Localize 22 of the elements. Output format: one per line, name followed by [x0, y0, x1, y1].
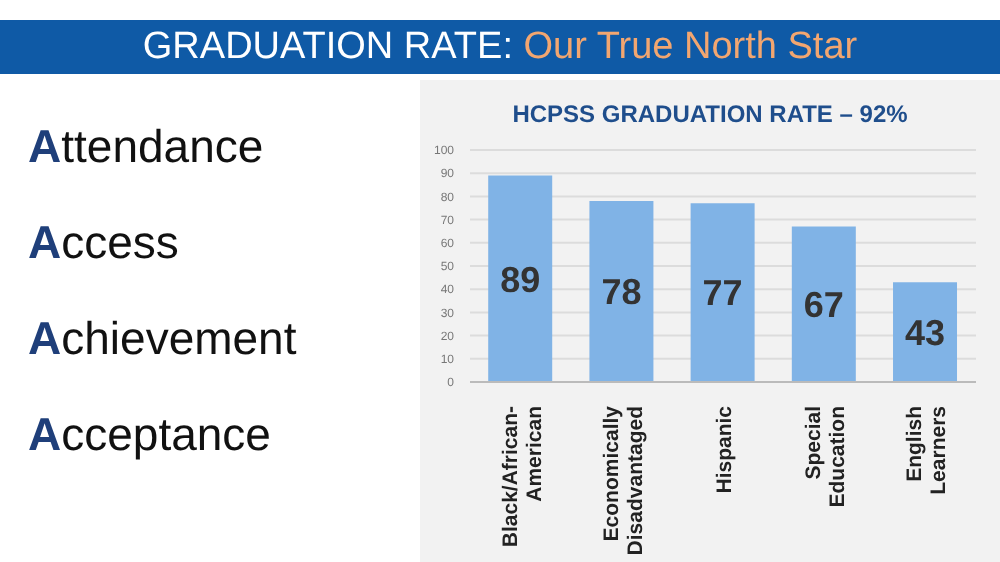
- bar: [589, 201, 654, 382]
- data-label: 89: [500, 259, 541, 300]
- bar: [690, 203, 755, 382]
- x-tick-label: Hispanic: [713, 405, 737, 494]
- x-tick-label: Economically Disadvantaged: [599, 405, 648, 556]
- text: Attendance: [28, 120, 264, 174]
- x-tick-label: English Learners: [903, 405, 952, 495]
- text: Access: [28, 216, 179, 270]
- chart-title: HCPSS GRADUATION RATE – 92%: [510, 100, 910, 128]
- bar: [791, 226, 856, 382]
- x-tick-label: Black/African-American: [498, 405, 547, 548]
- data-label: 77: [702, 273, 743, 314]
- bar: [488, 175, 553, 382]
- bar: [893, 282, 958, 382]
- text: Achievement: [28, 312, 297, 366]
- data-label: 43: [904, 312, 946, 353]
- data-label: 67: [803, 285, 844, 326]
- text: Our True North Star: [523, 26, 858, 68]
- data-label: 78: [601, 272, 642, 313]
- x-tick-label: Special Education: [802, 405, 851, 508]
- text: GRADUATION RATE:: [142, 26, 513, 68]
- text: Acceptance: [28, 408, 271, 462]
